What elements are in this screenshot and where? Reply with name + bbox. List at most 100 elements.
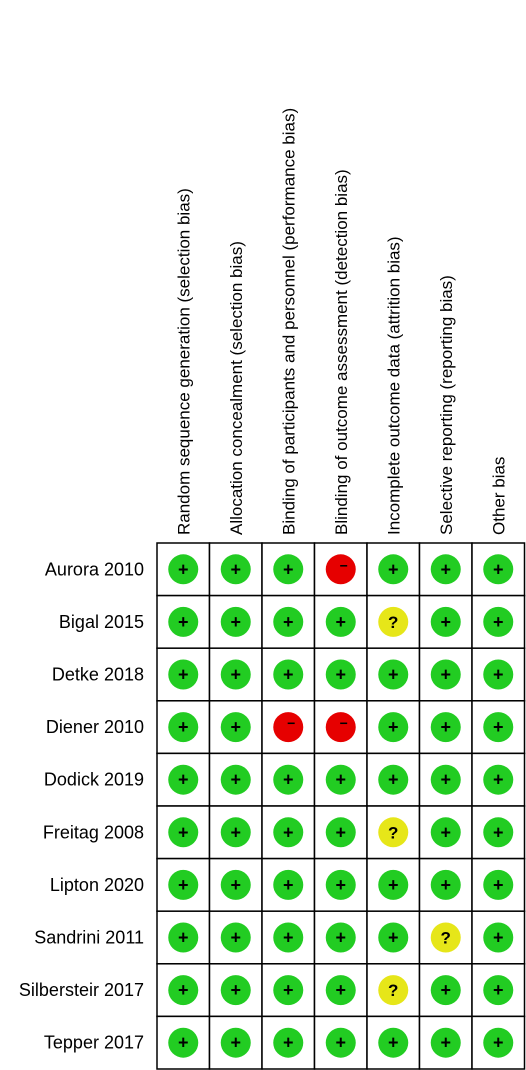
judgement-low-marker — [430, 1027, 461, 1058]
domain-header-4: Blinding of outcome assessment (detectio… — [332, 169, 351, 535]
judgement-symbol: + — [283, 875, 294, 895]
judgement-symbol: + — [493, 980, 504, 1000]
judgement-low-marker — [168, 922, 199, 953]
judgement-symbol: + — [230, 822, 241, 842]
judgement-unclear-marker — [378, 817, 409, 848]
judgement-high-marker — [325, 712, 356, 743]
study-label: Dodick 2019 — [44, 770, 144, 790]
study-labels: Aurora 2010 Bigal 2015 Detke 2018 Diener 20… — [19, 559, 144, 1052]
judgement-low-marker — [168, 817, 199, 848]
judgement-symbol: + — [335, 822, 346, 842]
judgement-low-marker — [430, 975, 461, 1006]
judgement-symbol: + — [230, 1033, 241, 1053]
judgement-symbol: + — [440, 717, 451, 737]
domain-header-3: Binding of participants and personnel (p… — [279, 108, 298, 535]
judgement-symbol: − — [340, 557, 348, 573]
judgement-low-marker — [483, 659, 514, 690]
judgement-symbol: + — [230, 559, 241, 579]
judgement-high-marker — [273, 712, 304, 743]
judgement-low-marker — [273, 817, 304, 848]
judgement-low-marker — [220, 606, 251, 637]
judgement-symbol: + — [178, 717, 189, 737]
judgement-symbol: + — [283, 770, 294, 790]
study-label: Freitag 2008 — [43, 822, 144, 842]
judgement-symbol: + — [230, 770, 241, 790]
study-label: Silbersteir 2017 — [19, 980, 144, 1000]
study-label: Lipton 2020 — [50, 875, 144, 895]
judgement-low-marker — [273, 1027, 304, 1058]
study-label: Bigal 2015 — [59, 612, 144, 632]
judgement-low-marker — [273, 922, 304, 953]
judgement-low-marker — [273, 869, 304, 900]
judgement-symbol: + — [493, 559, 504, 579]
judgement-symbol: ? — [388, 981, 398, 1000]
judgement-symbol: + — [335, 875, 346, 895]
judgement-low-marker — [220, 869, 251, 900]
judgement-low-marker — [325, 922, 356, 953]
judgement-symbol: + — [283, 1033, 294, 1053]
judgement-symbol: + — [335, 665, 346, 685]
judgement-unclear-marker — [430, 922, 461, 953]
judgement-symbol: + — [440, 559, 451, 579]
judgement-low-marker — [483, 606, 514, 637]
judgement-symbol: + — [388, 770, 399, 790]
judgement-low-marker — [168, 975, 199, 1006]
judgement-low-marker — [220, 554, 251, 585]
judgement-symbol: + — [493, 717, 504, 737]
judgement-low-marker — [325, 869, 356, 900]
judgement-low-marker — [273, 554, 304, 585]
judgement-symbol: + — [178, 875, 189, 895]
judgement-unclear-marker — [378, 975, 409, 1006]
domain-headers: Random sequence generation (selection bi… — [174, 108, 508, 535]
judgement-low-marker — [325, 606, 356, 637]
judgement-low-marker — [168, 606, 199, 637]
judgement-symbol: + — [440, 665, 451, 685]
judgement-low-marker — [483, 764, 514, 795]
judgement-low-marker — [430, 817, 461, 848]
judgement-low-marker — [483, 869, 514, 900]
judgement-symbol: + — [230, 612, 241, 632]
judgement-symbol: + — [178, 559, 189, 579]
domain-header-6: Selective reporting (reporting bias) — [437, 275, 456, 535]
judgement-low-marker — [483, 554, 514, 585]
judgement-low-marker — [378, 712, 409, 743]
judgement-high-marker — [325, 554, 356, 585]
judgement-symbol: + — [440, 875, 451, 895]
judgement-low-marker — [430, 554, 461, 585]
judgement-symbol: + — [335, 770, 346, 790]
judgement-low-marker — [220, 712, 251, 743]
judgement-low-marker — [325, 659, 356, 690]
judgement-low-marker — [220, 659, 251, 690]
judgement-symbol: + — [388, 875, 399, 895]
judgement-low-marker — [378, 554, 409, 585]
judgement-low-marker — [220, 975, 251, 1006]
judgement-symbol: + — [283, 822, 294, 842]
study-label: Aurora 2010 — [45, 559, 144, 579]
judgement-low-marker — [325, 817, 356, 848]
judgement-symbol: + — [493, 1033, 504, 1053]
judgement-low-marker — [378, 659, 409, 690]
judgement-low-marker — [273, 606, 304, 637]
study-label: Sandrini 2011 — [34, 928, 144, 948]
judgement-symbol: + — [178, 770, 189, 790]
judgement-symbol: + — [493, 822, 504, 842]
judgement-low-marker — [325, 764, 356, 795]
judgement-symbol: − — [340, 715, 348, 731]
judgement-symbol: + — [388, 665, 399, 685]
judgement-symbol: + — [440, 822, 451, 842]
judgement-low-marker — [273, 975, 304, 1006]
judgement-symbol: + — [388, 559, 399, 579]
judgement-symbol: + — [178, 980, 189, 1000]
domain-header-2: Allocation concealment (selection bias) — [227, 241, 246, 535]
judgement-symbol: + — [388, 1033, 399, 1053]
judgement-symbol: + — [335, 928, 346, 948]
judgement-low-marker — [430, 764, 461, 795]
judgement-symbol: + — [440, 980, 451, 1000]
judgement-symbol: + — [283, 612, 294, 632]
judgement-low-marker — [220, 1027, 251, 1058]
judgement-low-marker — [325, 1027, 356, 1058]
judgement-symbol: + — [230, 980, 241, 1000]
judgement-low-marker — [483, 1027, 514, 1058]
judgement-symbol: + — [230, 875, 241, 895]
